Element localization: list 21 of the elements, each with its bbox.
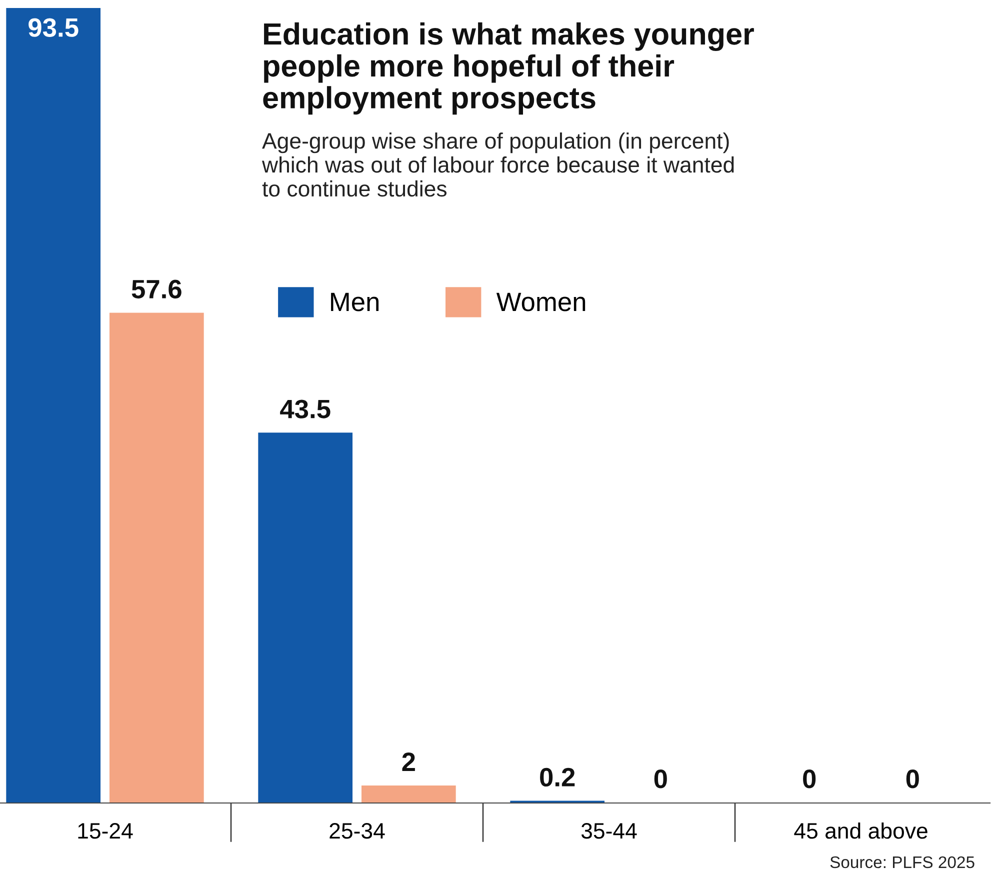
data-label: 0	[906, 770, 919, 788]
bar	[6, 8, 101, 803]
legend-label: Women	[496, 292, 586, 312]
x-tick-label: 35-44	[581, 823, 637, 839]
data-label: 0	[803, 770, 816, 788]
x-tick-label: 45 and above	[794, 822, 928, 839]
data-label: 57.6	[132, 280, 182, 298]
bar	[109, 312, 204, 803]
legend-label: Men	[331, 292, 379, 312]
data-label: 0.2	[540, 768, 575, 787]
text: Education is what makes younger people more hopeful of their employment prospects	[263, 22, 754, 115]
bar	[361, 785, 456, 803]
data-label: 93.5	[28, 18, 78, 37]
data-label: 2	[402, 752, 415, 771]
data-label: 0	[654, 770, 667, 788]
text: Age-group wise share of population (in percent) which was out of labour force because it wanted to continue studies	[262, 132, 734, 197]
source-note: Source: PLFS 2025	[830, 856, 974, 868]
x-tick-label: 15-24	[78, 823, 133, 839]
data-label: 43.5	[280, 400, 330, 418]
x-tick-label: 25-34	[330, 823, 385, 839]
bar	[258, 432, 353, 803]
